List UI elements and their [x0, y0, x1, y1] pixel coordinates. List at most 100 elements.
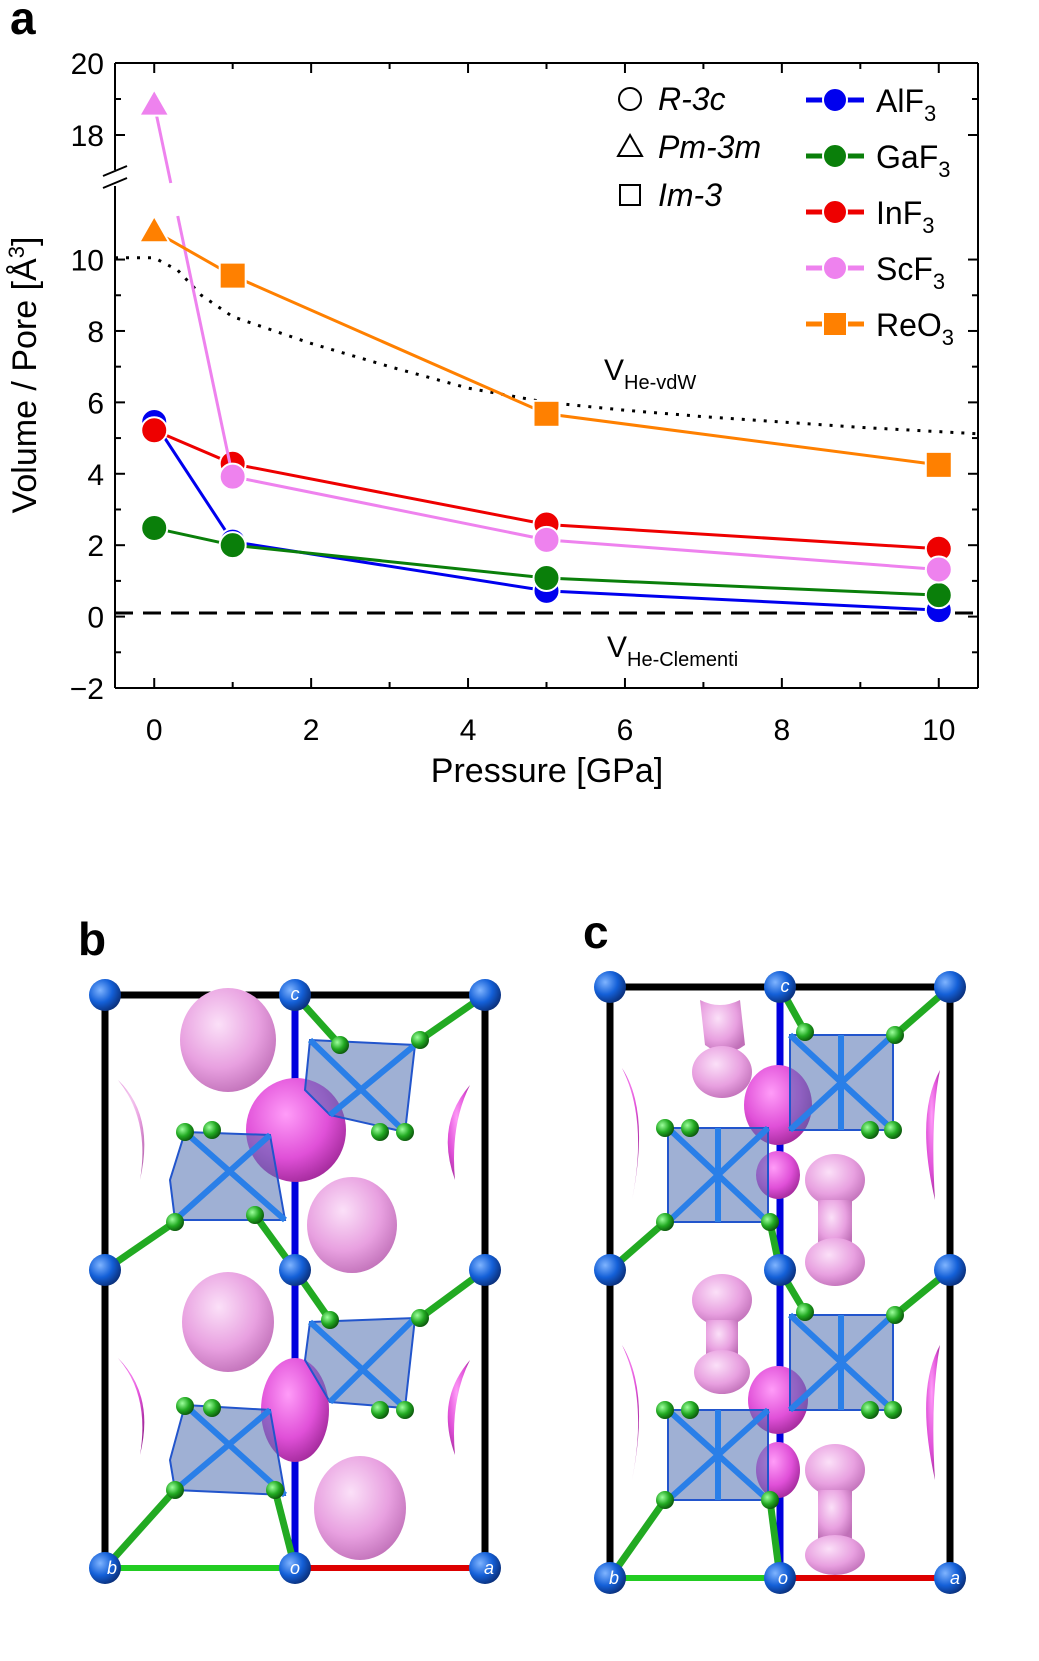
- data-point-gaf3: [532, 564, 561, 593]
- x-tick-label: 4: [460, 714, 477, 747]
- pore-edge: [118, 1358, 145, 1455]
- pore: [692, 1046, 752, 1098]
- fluorine-atoms-c: [656, 1023, 904, 1509]
- pore: [307, 1177, 397, 1273]
- cell-label-c-b: c: [291, 984, 300, 1004]
- annotation-v-he-vdw: VHe-vdW: [604, 354, 696, 394]
- octahedra-c: [665, 1032, 896, 1503]
- legend-symbol-triangle: [616, 132, 644, 157]
- cell-label-c-c: c: [781, 976, 790, 996]
- data-point-gaf3: [218, 531, 247, 560]
- octahedra-b: [168, 1037, 418, 1498]
- panel-label-c: c: [583, 906, 609, 958]
- y-tick-label: 18: [71, 120, 104, 153]
- pore-edge: [447, 1360, 470, 1455]
- data-point-reo3: [137, 214, 171, 244]
- pore: [805, 1238, 865, 1286]
- reference-line-he-vdw: [115, 256, 979, 436]
- legend-label: AlF3: [876, 83, 936, 126]
- data-point-scf3: [137, 87, 171, 117]
- legend-marker: [822, 87, 848, 113]
- cell-label-o-b: o: [290, 1558, 300, 1578]
- legend-label: GaF3: [876, 139, 950, 182]
- legend-label: ReO3: [876, 307, 954, 350]
- legend-item-reo3: ReO3: [806, 307, 954, 350]
- series-line: [153, 428, 939, 551]
- x-tick-label: 8: [774, 714, 791, 747]
- pore-edge: [622, 1345, 640, 1480]
- cell-label-b-c: b: [609, 1568, 619, 1588]
- y-tick-label: 0: [87, 602, 104, 635]
- y-tick-label: 20: [71, 48, 104, 81]
- cell-label-a-b: a: [484, 1558, 494, 1578]
- symmetry-legend: R-3c Pm-3m Im-3: [616, 81, 761, 213]
- y-axis-ticks: −2 0 2 4 6 8 10 18 20: [70, 48, 978, 706]
- panel-c-structure: c: [583, 906, 966, 1594]
- data-point-reo3: [218, 261, 247, 290]
- panel-label-b: b: [78, 913, 106, 965]
- cell-label-b-b: b: [107, 1558, 117, 1578]
- x-tick-label: 10: [922, 714, 955, 747]
- pore: [692, 1274, 752, 1326]
- data-point-inf3: [140, 416, 169, 445]
- legend-label: InF3: [876, 195, 934, 238]
- legend-label-r3c: R-3c: [658, 81, 726, 117]
- pore-highlight: [261, 1358, 329, 1462]
- cell-label-a-c: a: [950, 1568, 960, 1588]
- legend-marker: [822, 199, 848, 225]
- pore: [182, 1272, 274, 1372]
- panel-label-a: a: [10, 0, 36, 44]
- data-point-scf3: [924, 555, 953, 584]
- series-line: [153, 526, 939, 597]
- pore-edge: [622, 1068, 640, 1200]
- series-line: [152, 421, 939, 612]
- legend-label-im3: Im-3: [658, 177, 722, 213]
- legend-item-alf3: AlF3: [806, 83, 936, 126]
- pore-edge: [926, 1070, 940, 1200]
- metal-atoms-b: [89, 979, 501, 1584]
- pore: [805, 1535, 865, 1575]
- panel-b-structure: b: [78, 913, 501, 1584]
- y-tick-label: −2: [70, 673, 104, 706]
- y-tick-label: 4: [87, 459, 104, 492]
- pore-edge: [926, 1345, 940, 1480]
- x-axis-ticks: 0 2 4 6 8 10: [146, 63, 955, 747]
- pore: [314, 1456, 406, 1560]
- panel-a-chart: a 0 2 4 6 8 10 −2 0 2 4 6 8 10 18 20 VHe-vdW VHe-Clem…: [4, 0, 979, 790]
- cell-label-o-c: o: [778, 1568, 788, 1588]
- series-layer: [137, 87, 953, 625]
- metal-atoms-c: [594, 971, 966, 1594]
- x-tick-label: 0: [146, 714, 163, 747]
- y-tick-label: 6: [87, 387, 104, 420]
- legend-marker: [822, 311, 848, 337]
- legend-marker: [822, 143, 848, 169]
- x-axis-title: Pressure [GPa]: [431, 752, 663, 790]
- data-point-scf3: [218, 462, 247, 491]
- pore-edge: [447, 1085, 470, 1180]
- data-point-gaf3: [924, 581, 953, 610]
- pore: [805, 1444, 865, 1496]
- y-tick-label: 8: [87, 316, 104, 349]
- annotation-v-he-clementi: VHe-Clementi: [607, 631, 738, 671]
- legend-label: ScF3: [876, 251, 945, 294]
- y-axis-title: Volume / Pore [Å3]: [4, 237, 44, 514]
- pore: [694, 1350, 750, 1394]
- legend-label-pm3m: Pm-3m: [658, 129, 761, 165]
- legend-item-inf3: InF3: [806, 195, 934, 238]
- series-reo3: [137, 214, 953, 479]
- legend-item-scf3: ScF3: [806, 251, 945, 294]
- legend-symbol-circle: [618, 87, 642, 111]
- pore: [700, 1000, 745, 1053]
- compound-legend: AlF3 GaF3 InF3 ScF3 ReO3: [806, 83, 954, 350]
- x-tick-label: 6: [617, 714, 634, 747]
- data-point-reo3: [924, 450, 953, 479]
- series-scf3: [137, 87, 953, 584]
- pore: [180, 988, 276, 1092]
- y-tick-label: 10: [71, 245, 104, 278]
- series-line: [153, 229, 939, 467]
- data-point-gaf3: [140, 514, 169, 543]
- series-line-segment: [152, 104, 173, 184]
- series-line-segment: [176, 215, 235, 477]
- legend-symbol-square: [619, 184, 641, 206]
- data-point-reo3: [532, 399, 561, 428]
